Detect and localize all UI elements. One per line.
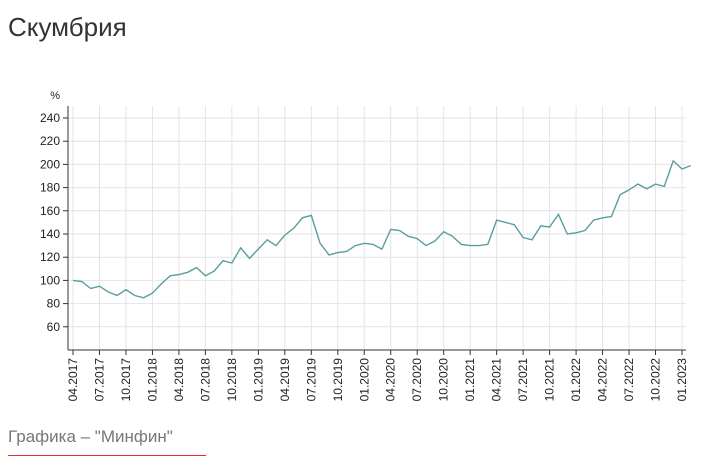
x-tick-label: 04.2020	[384, 358, 398, 402]
y-tick-label: 60	[47, 320, 61, 334]
x-tick-label: 04.2022	[596, 358, 610, 402]
x-tick-label: 07.2019	[304, 358, 318, 402]
x-tick-label: 10.2021	[543, 358, 557, 402]
x-tick-label: 07.2021	[516, 358, 530, 402]
x-tick-label: 01.2019	[251, 358, 265, 402]
x-tick-label: 01.2020	[357, 358, 371, 402]
y-tick-label: 180	[40, 181, 60, 195]
x-tick-label: 04.2021	[490, 358, 504, 402]
x-tick-label: 04.2019	[278, 358, 292, 402]
x-tick-label: 01.2023	[675, 358, 689, 402]
x-tick-label: 10.2017	[119, 358, 133, 402]
credit[interactable]: Графика – "Минфин"	[8, 427, 206, 456]
x-tick-label: 01.2021	[463, 358, 477, 402]
x-tick-label: 10.2022	[649, 358, 663, 402]
y-tick-label: 200	[40, 157, 60, 171]
x-tick-label: 07.2018	[198, 358, 212, 402]
chart-title: Скумбрия	[8, 12, 127, 42]
x-tick-label: 07.2020	[410, 358, 424, 402]
y-tick-label: 80	[47, 297, 61, 311]
y-tick-label: 100	[40, 273, 60, 287]
x-tick-label: 07.2022	[622, 358, 636, 402]
x-tick-label: 10.2020	[437, 358, 451, 402]
x-tick-label: 01.2022	[569, 358, 583, 402]
x-tick-label: 07.2017	[92, 358, 106, 402]
x-tick-label: 10.2019	[331, 358, 345, 402]
x-tick-label: 01.2018	[145, 358, 159, 402]
data-line	[72, 159, 692, 299]
y-tick-label: 140	[40, 227, 60, 241]
y-tick-label: 120	[40, 250, 60, 264]
y-tick-label: 240	[40, 111, 60, 125]
x-tick-label: 04.2018	[172, 358, 186, 402]
x-tick-label: 04.2017	[66, 358, 80, 402]
y-tick-label: 160	[40, 204, 60, 218]
y-axis-label: %	[50, 90, 60, 102]
y-tick-label: 220	[40, 134, 60, 148]
x-tick-label: 10.2018	[225, 358, 239, 402]
